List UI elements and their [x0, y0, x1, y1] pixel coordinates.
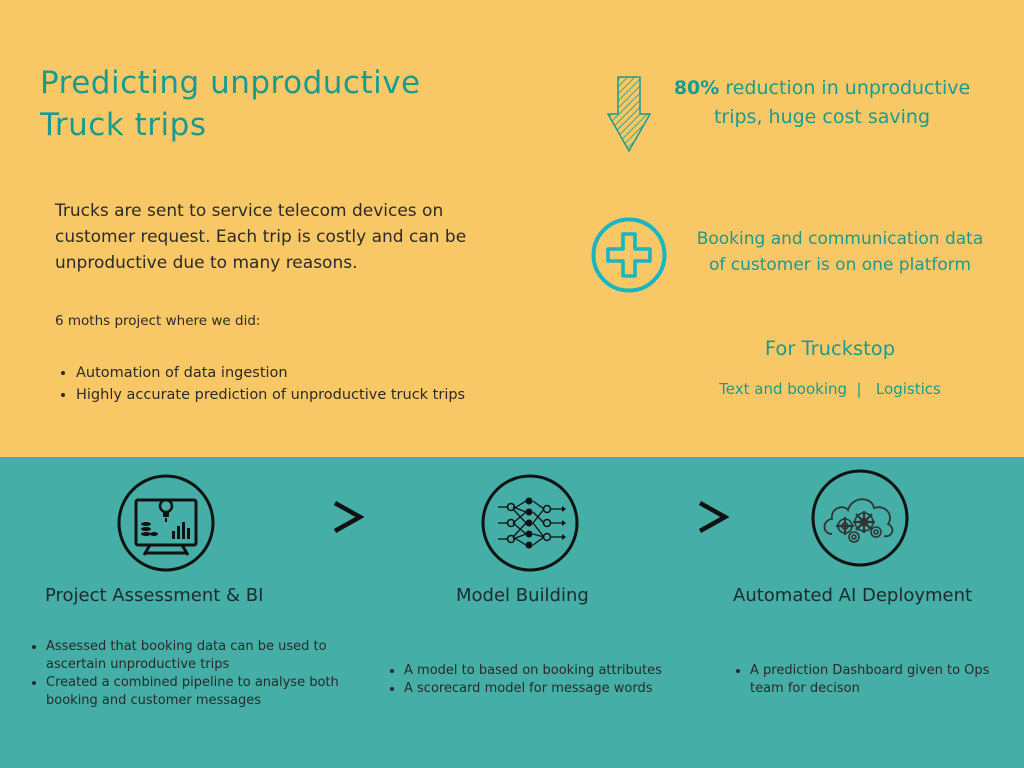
step-bullet-list: A model to based on booking attributes A… — [384, 662, 724, 698]
step-bullet-list: Assessed that booking data can be used t… — [26, 638, 364, 710]
stat-percent: 80% — [673, 77, 720, 99]
list-item: Created a combined pipeline to analyse b… — [46, 674, 364, 710]
client-tags: Text and booking | Logistics — [719, 380, 941, 398]
arrow-down-icon — [607, 76, 651, 152]
list-item: A scorecard model for message words — [404, 680, 724, 698]
neural-network-icon — [481, 474, 579, 572]
list-item: Assessed that booking data can be used t… — [46, 638, 364, 674]
plus-circle-icon — [591, 217, 667, 293]
result-stat: 80% reduction in unproductive trips, hug… — [672, 74, 972, 132]
list-item: Highly accurate prediction of unproducti… — [76, 384, 476, 406]
step-title: Model Building — [456, 585, 589, 606]
step-title: Project Assessment & BI — [45, 585, 264, 606]
title-line-2: Truck trips — [40, 107, 207, 143]
dashboard-bulb-icon — [117, 474, 215, 572]
client-label: For Truckstop — [764, 337, 896, 360]
chevron-right-icon — [333, 501, 364, 533]
title-line-1: Predicting unproductive — [40, 65, 421, 101]
cloud-gears-icon — [811, 469, 909, 567]
stat-text: reduction in unproductive trips, huge co… — [713, 77, 971, 128]
step-title: Automated AI Deployment — [733, 585, 973, 606]
project-description: Trucks are sent to service telecom devic… — [55, 201, 467, 273]
project-bullet-list: Automation of data ingestion Highly accu… — [56, 362, 476, 406]
list-item: A model to based on booking attributes — [404, 662, 724, 680]
benefit-text: Booking and communication data of custom… — [696, 229, 984, 275]
list-item: Automation of data ingestion — [76, 362, 476, 384]
step-bullet-list: A prediction Dashboard given to Ops team… — [730, 662, 1020, 698]
list-item: A prediction Dashboard given to Ops team… — [750, 662, 1020, 698]
top-section — [0, 0, 1024, 457]
page-title: Predicting unproductive Truck trips — [40, 62, 500, 146]
project-intro: 6 moths project where we did: — [55, 313, 261, 329]
chevron-right-icon — [698, 501, 729, 533]
